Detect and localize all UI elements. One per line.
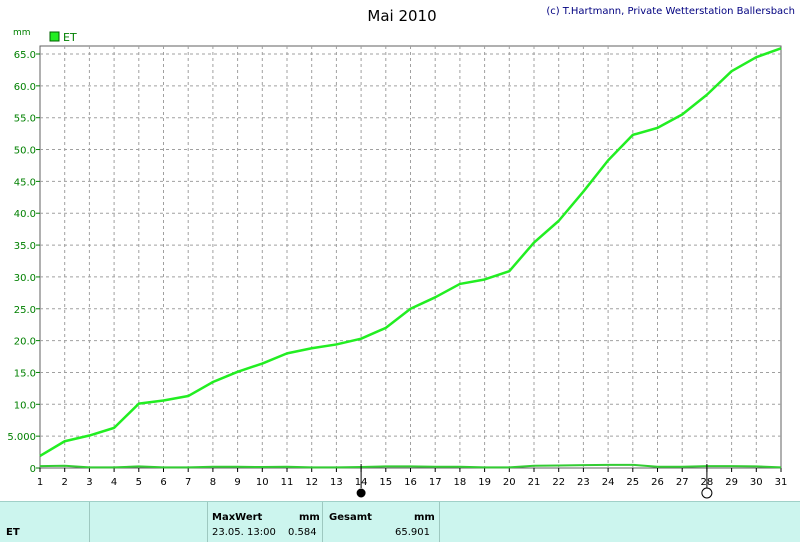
x-tick-label: 11 <box>281 477 294 488</box>
y-tick-label: 55.0 <box>14 114 36 125</box>
stats-row-label: ET <box>6 527 20 538</box>
x-tick-label: 13 <box>330 477 343 488</box>
x-tick-label: 27 <box>676 477 689 488</box>
stats-max-time: 23.05. 13:00 <box>212 527 276 538</box>
x-tick-label: 1 <box>37 477 43 488</box>
chart: Mai 2010 (c) T.Hartmann, Private Wetters… <box>7 6 795 499</box>
x-tick-label: 26 <box>651 477 664 488</box>
x-tick-label: 29 <box>725 477 738 488</box>
x-tick-label: 18 <box>454 477 467 488</box>
chart-credit: (c) T.Hartmann, Private Wetterstation Ba… <box>546 6 795 17</box>
x-tick-label: 25 <box>626 477 639 488</box>
y-axis-unit: mm <box>13 28 31 38</box>
stats-row-label-cell: ET <box>0 502 90 542</box>
x-markers <box>356 464 713 499</box>
y-tick-label: 35.0 <box>14 241 36 252</box>
x-tick-label: 12 <box>305 477 318 488</box>
x-tick-label: 2 <box>62 477 68 488</box>
series-et-line <box>39 47 782 457</box>
chart-title: Mai 2010 <box>367 7 436 25</box>
y-tick-label: 60.0 <box>14 82 36 93</box>
x-tick-label: 30 <box>750 477 763 488</box>
stats-max-unit: mm <box>299 512 320 523</box>
y-tick-label: 15.0 <box>14 368 36 379</box>
full-moon-marker <box>356 488 366 498</box>
stats-table: ET MaxWert mm 23.05. 13:00 0.584 Gesamt … <box>0 501 800 542</box>
grid <box>40 46 781 468</box>
x-tick-label: 10 <box>256 477 269 488</box>
y-tick-label: 20.0 <box>14 337 36 348</box>
y-tick-label: 25.0 <box>14 305 36 316</box>
x-tick-label: 16 <box>404 477 417 488</box>
x-tick-label: 3 <box>86 477 92 488</box>
stats-total-value: 65.901 <box>395 527 430 538</box>
stats-max-cell: MaxWert mm 23.05. 13:00 0.584 <box>208 502 323 542</box>
x-tick-label: 4 <box>111 477 117 488</box>
stats-max-label: MaxWert <box>212 512 263 523</box>
x-tick-label: 31 <box>775 477 788 488</box>
stats-total-cell: Gesamt mm 65.901 <box>323 502 440 542</box>
x-tick-label: 7 <box>185 477 191 488</box>
stats-max-value: 0.584 <box>288 527 317 538</box>
y-tick-label: 40.0 <box>14 209 36 220</box>
x-tick-label: 17 <box>429 477 442 488</box>
y-axis: 0 5.000 10.0 15.0 20.0 25.0 30.0 35.0 40.0 45.0 50… <box>7 50 40 475</box>
new-moon-marker <box>701 487 713 499</box>
y-tick-label: 5.000 <box>7 432 36 443</box>
y-tick-label: 10.0 <box>14 400 36 411</box>
series <box>39 47 782 469</box>
x-tick-label: 19 <box>478 477 491 488</box>
x-axis: 1 2 3 4 5 6 7 8 9 10 11 12 13 14 15 16 17 18 19 20 21 22 23 24 2… <box>37 468 788 488</box>
x-tick-label: 23 <box>577 477 590 488</box>
x-tick-label: 6 <box>160 477 166 488</box>
x-tick-label: 8 <box>210 477 216 488</box>
y-tick-label: 65.0 <box>14 50 36 61</box>
x-tick-label: 9 <box>234 477 240 488</box>
x-tick-label: 24 <box>602 477 615 488</box>
y-tick-label: 0 <box>30 464 36 475</box>
x-tick-label: 22 <box>552 477 565 488</box>
x-tick-label: 21 <box>528 477 541 488</box>
stats-total-label: Gesamt <box>329 512 372 523</box>
stats-total-unit: mm <box>414 512 435 523</box>
y-tick-label: 50.0 <box>14 146 36 157</box>
series-et-daily-line <box>39 463 782 469</box>
x-tick-label: 20 <box>503 477 516 488</box>
x-tick-label: 15 <box>379 477 392 488</box>
x-tick-label: 5 <box>136 477 142 488</box>
legend-label: ET <box>63 31 77 44</box>
y-tick-label: 30.0 <box>14 273 36 284</box>
stats-empty-cell <box>90 502 208 542</box>
legend-swatch <box>49 31 60 42</box>
y-tick-label: 45.0 <box>14 177 36 188</box>
